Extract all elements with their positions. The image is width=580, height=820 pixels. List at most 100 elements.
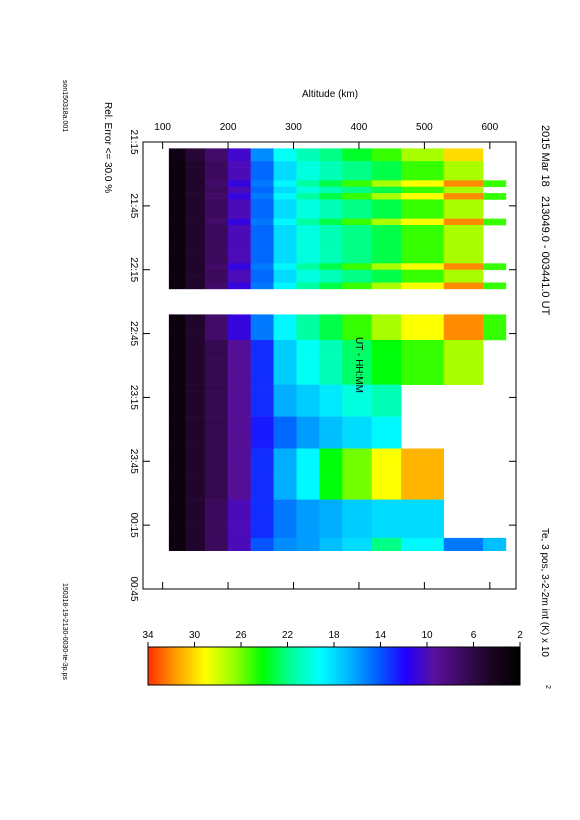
heatmap-cell — [204, 250, 229, 258]
heatmap-cell — [443, 276, 484, 283]
heatmap-cell — [296, 467, 320, 475]
heatmap-cell — [342, 371, 373, 379]
heatmap-cell — [273, 225, 297, 232]
heatmap-cell — [371, 339, 402, 347]
heatmap-cell — [401, 339, 445, 347]
heatmap-cell — [371, 186, 402, 194]
heatmap-cell — [168, 148, 186, 156]
heatmap-cell — [443, 359, 484, 366]
heatmap-cell — [319, 486, 343, 494]
heatmap-cell — [371, 461, 402, 468]
heatmap-cell — [250, 320, 274, 328]
y-tick-label: 300 — [285, 122, 302, 133]
heatmap-cell — [296, 320, 320, 328]
heatmap-cell — [342, 403, 373, 411]
heatmap-cell — [227, 371, 251, 379]
heatmap-cell — [371, 422, 402, 430]
heatmap-cell — [168, 225, 186, 232]
heatmap-cell — [482, 544, 507, 551]
heatmap-cell — [371, 173, 402, 181]
heatmap-cell — [185, 486, 206, 494]
heatmap-cell — [319, 154, 343, 162]
heatmap-cell — [273, 378, 297, 385]
heatmap-cell — [204, 474, 229, 481]
heatmap-cell — [371, 391, 402, 398]
heatmap-cell — [204, 359, 229, 366]
heatmap-cell — [185, 314, 206, 322]
heatmap-cell — [342, 410, 373, 417]
heatmap-cell — [168, 237, 186, 245]
heatmap-cell — [227, 199, 251, 207]
heatmap-cell — [250, 474, 274, 481]
heatmap-cell — [250, 244, 274, 251]
heatmap-cell — [401, 461, 445, 468]
heatmap-cell — [371, 435, 402, 443]
heatmap-cell — [319, 403, 343, 411]
heatmap-cell — [168, 180, 186, 187]
heatmap-cell — [296, 512, 320, 520]
heatmap-cell — [319, 391, 343, 398]
heatmap-cell — [401, 231, 445, 239]
heatmap-cell — [227, 269, 251, 277]
heatmap-cell — [342, 352, 373, 360]
heatmap-cell — [401, 467, 445, 475]
heatmap-cell — [319, 537, 343, 545]
heatmap-cell — [250, 403, 274, 411]
heatmap-cell — [250, 429, 274, 437]
heatmap-cell — [319, 384, 343, 392]
heatmap-cell — [371, 486, 402, 494]
heatmap-cell — [319, 269, 343, 277]
heatmap-cell — [227, 448, 251, 456]
heatmap-cell — [273, 180, 297, 187]
heatmap-cell — [401, 314, 445, 322]
heatmap-cell — [273, 359, 297, 366]
heatmap-cell — [319, 193, 343, 200]
heatmap-cell — [401, 154, 445, 162]
heatmap-cell — [185, 384, 206, 392]
heatmap-cell — [401, 505, 445, 513]
heatmap-cell — [185, 225, 206, 232]
heatmap-cell — [342, 505, 373, 513]
heatmap-cell — [204, 544, 229, 551]
heatmap-cell — [227, 397, 251, 405]
heatmap-cell — [296, 263, 320, 271]
heatmap-cell — [273, 263, 297, 271]
heatmap-cell — [401, 518, 445, 526]
heatmap-cell — [227, 212, 251, 219]
heatmap-cell — [319, 359, 343, 366]
heatmap-cell — [342, 180, 373, 187]
heatmap-cell — [227, 276, 251, 283]
heatmap-cell — [319, 346, 343, 354]
heatmap-cell — [371, 499, 402, 507]
heatmap-cell — [185, 467, 206, 475]
heatmap-cell — [204, 282, 229, 290]
heatmap-cell — [319, 314, 343, 322]
heatmap-cell — [204, 225, 229, 232]
heatmap-cell — [227, 314, 251, 322]
heatmap-cell — [204, 244, 229, 251]
heatmap-cell — [185, 148, 206, 156]
heatmap-cell — [319, 276, 343, 283]
heatmap-cell — [250, 384, 274, 392]
heatmap-cell — [401, 486, 445, 494]
heatmap-cell — [273, 218, 297, 226]
heatmap-cell — [204, 276, 229, 283]
heatmap-cell — [342, 442, 373, 449]
heatmap-cell — [185, 429, 206, 437]
heatmap-cell — [273, 518, 297, 526]
heatmap-cell — [250, 186, 274, 194]
heatmap-cell — [319, 410, 343, 417]
heatmap-cell — [371, 231, 402, 239]
heatmap-cell — [401, 499, 445, 507]
heatmap-cell — [204, 397, 229, 405]
heatmap-cell — [319, 199, 343, 207]
heatmap-cell — [342, 148, 373, 156]
heatmap-cell — [401, 493, 445, 500]
heatmap-cell — [273, 493, 297, 500]
heatmap-cell — [250, 518, 274, 526]
heatmap-cell — [401, 365, 445, 373]
heatmap-cell — [443, 225, 484, 232]
y-axis: 100 200 300 400 500 600 — [154, 122, 499, 589]
heatmap-cell — [296, 435, 320, 443]
